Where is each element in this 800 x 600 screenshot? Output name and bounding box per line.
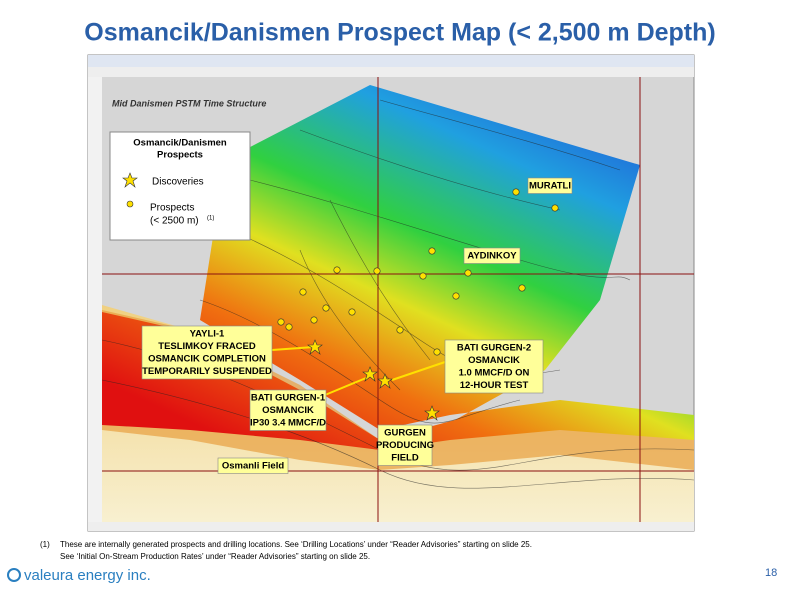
legend-title: Prospects xyxy=(157,150,203,161)
map-label: MURATLI xyxy=(529,181,571,192)
map-label: TESLIMKOY FRACED xyxy=(158,341,256,352)
map-label: IP30 3.4 MMCF/D xyxy=(250,418,326,429)
discovery xyxy=(307,339,323,355)
map-label: 12-HOUR TEST xyxy=(460,380,529,391)
prospect xyxy=(373,267,381,275)
legend-prospects: Prospects xyxy=(150,203,194,214)
prospect xyxy=(419,272,427,280)
map-label: Osmanli Field xyxy=(222,461,284,472)
label-box xyxy=(377,424,433,466)
map-label: 1.0 MMCF/D ON xyxy=(459,368,530,379)
map-title: Mid Danismen PSTM Time Structure xyxy=(112,98,266,108)
slide-title: Osmancik/Danismen Prospect Map (< 2,500 … xyxy=(84,19,715,47)
discovery xyxy=(377,373,393,389)
label-box xyxy=(217,457,289,474)
label-box xyxy=(249,389,327,431)
map-label: YAYLI-1 xyxy=(190,329,225,340)
arrow xyxy=(391,361,446,381)
page-number: 18 xyxy=(765,567,777,579)
discovery xyxy=(424,405,440,421)
map-label: BATI GURGEN-1 xyxy=(251,393,326,404)
map-label: FIELD xyxy=(391,453,419,464)
map-marks xyxy=(271,188,559,421)
footnote: See ‘Initial On-Stream Production Rates’… xyxy=(60,552,370,561)
map-label: TEMPORARILY SUSPENDED xyxy=(142,366,272,377)
prospect xyxy=(285,323,293,331)
legend-note: (1) xyxy=(207,216,214,222)
map-label: PRODUCING xyxy=(376,440,434,451)
footnote-marker: (1) xyxy=(40,540,50,549)
label-box xyxy=(444,339,544,394)
prospect xyxy=(428,247,436,255)
map-label: OSMANCIK COMPLETION xyxy=(148,354,266,365)
label-box xyxy=(527,177,573,194)
label-box xyxy=(463,247,521,264)
arrow xyxy=(271,346,315,351)
map-label: AYDINKOY xyxy=(467,251,517,262)
prospect xyxy=(322,304,330,312)
prospect xyxy=(512,188,520,196)
prospect xyxy=(396,326,404,334)
map-label: OSMANCIK xyxy=(468,355,520,366)
footnote: These are internally generated prospects… xyxy=(60,540,532,549)
map-label: GURGEN xyxy=(384,428,426,439)
arrow xyxy=(324,377,367,396)
prospect xyxy=(277,318,285,326)
label-box xyxy=(141,325,273,380)
prospect xyxy=(333,266,341,274)
prospect xyxy=(551,204,559,212)
prospect xyxy=(464,269,472,277)
map-label: OSMANCIK xyxy=(262,405,314,416)
legend-title: Osmancik/Danismen xyxy=(133,138,227,149)
logo-icon xyxy=(7,568,21,582)
legend-discoveries: Discoveries xyxy=(152,177,204,188)
map-label: BATI GURGEN-2 xyxy=(457,343,531,354)
discovery xyxy=(362,366,378,382)
prospect xyxy=(452,292,460,300)
logo: valeura energy inc. xyxy=(24,567,151,584)
legend: Osmancik/Danismen Prospects Discoveries … xyxy=(109,131,251,241)
prospect xyxy=(310,316,318,324)
prospect xyxy=(433,348,441,356)
prospect xyxy=(299,288,307,296)
prospect xyxy=(518,284,526,292)
legend-prospects: (< 2500 m) xyxy=(150,216,199,227)
prospect xyxy=(348,308,356,316)
